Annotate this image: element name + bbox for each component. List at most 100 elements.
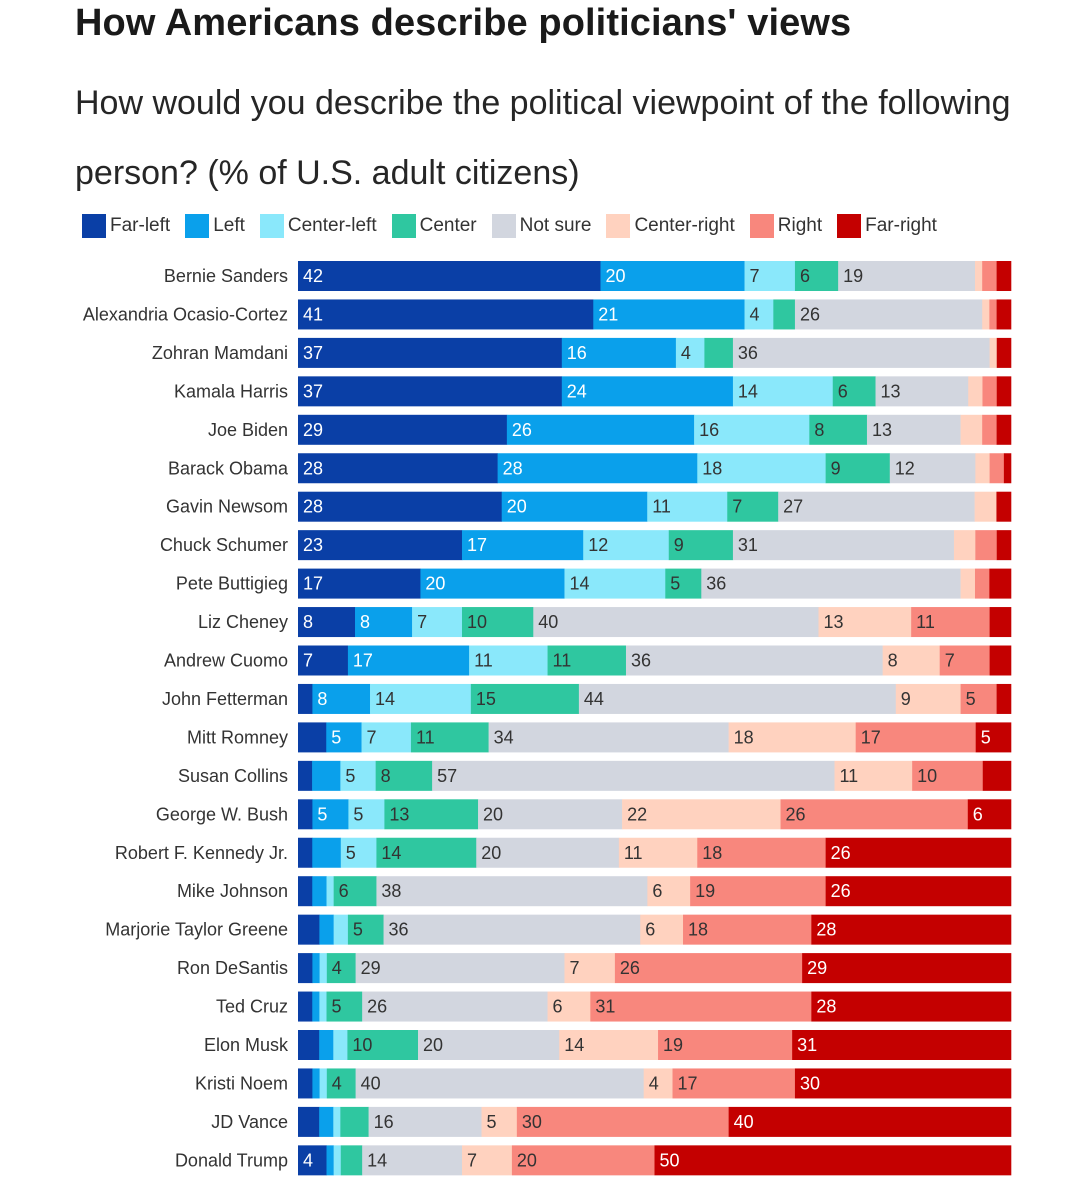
bar-segment	[561, 337, 677, 368]
bar-segment	[875, 376, 969, 407]
data-label: 18	[702, 458, 722, 478]
bar-segment	[333, 876, 377, 907]
bar-segment	[895, 683, 961, 714]
data-label: 8	[360, 612, 370, 632]
data-label: 24	[567, 381, 587, 401]
data-label: 26	[831, 843, 851, 863]
data-label: 20	[605, 266, 625, 286]
category-label: Pete Buttigieg	[176, 574, 288, 594]
data-label: 26	[512, 420, 532, 440]
category-label: Joe Biden	[208, 420, 288, 440]
bar-segment	[432, 760, 835, 791]
bar-segment	[547, 991, 591, 1022]
legend-swatch	[749, 214, 774, 238]
bar-segment	[697, 837, 826, 868]
data-label: 17	[678, 1073, 698, 1093]
data-label: 31	[595, 997, 615, 1017]
data-label: 13	[389, 804, 409, 824]
bar-segment	[665, 568, 702, 599]
data-label: 4	[303, 1150, 313, 1170]
legend-item-right: Right	[749, 214, 822, 238]
bar-segment	[298, 799, 313, 830]
category-label: John Fetterman	[162, 689, 288, 709]
bar-segment	[975, 722, 1012, 753]
bar-segment	[727, 491, 779, 522]
bar-segment	[298, 722, 327, 753]
bar-segment	[996, 414, 1012, 445]
data-label: 4	[332, 958, 342, 978]
bar-segment	[347, 1030, 419, 1060]
data-label: 28	[816, 920, 836, 940]
bar-segment	[802, 953, 1012, 984]
bar-segment	[319, 991, 327, 1022]
bar-segment	[384, 799, 479, 830]
bar-segment	[376, 876, 648, 907]
data-label: 14	[564, 1035, 584, 1055]
data-label: 11	[416, 727, 435, 747]
bar-segment	[939, 645, 990, 676]
data-label: 29	[361, 958, 381, 978]
bar-segment	[412, 607, 463, 638]
bar-segment	[298, 568, 421, 599]
bar-segment	[340, 760, 376, 791]
bar-segment	[825, 876, 1012, 907]
bar-segment	[375, 760, 433, 791]
data-label: 13	[881, 381, 901, 401]
bar-segment	[960, 414, 983, 445]
data-label: 30	[800, 1073, 820, 1093]
bar-segment	[960, 568, 976, 599]
data-label: 14	[375, 689, 395, 709]
data-label: 8	[303, 612, 313, 632]
bar-segment	[497, 453, 698, 484]
bar-segment	[780, 799, 969, 830]
bar-segment	[481, 1106, 518, 1137]
bar-segment	[614, 953, 803, 984]
bar-segment	[996, 261, 1012, 291]
bar-segment	[989, 299, 997, 330]
bar-segment	[834, 760, 913, 791]
bar-segment	[912, 760, 984, 791]
chart-title: How Americans describe politicians' view…	[75, 2, 852, 44]
bar-segment	[516, 1106, 729, 1137]
data-label: 20	[425, 574, 445, 594]
bar-segment	[697, 453, 826, 484]
bar-segment	[811, 991, 1012, 1022]
data-label: 26	[367, 997, 387, 1017]
data-label: 7	[945, 651, 955, 671]
data-label: 44	[584, 689, 604, 709]
category-label: Liz Cheney	[198, 612, 288, 632]
bar-segment	[794, 299, 983, 330]
data-label: 10	[917, 766, 937, 786]
legend-swatch	[185, 214, 210, 238]
data-label: 23	[303, 535, 323, 555]
bar-segment	[298, 491, 503, 522]
bar-segment	[989, 607, 1012, 638]
bar-segment	[312, 1068, 320, 1099]
data-label: 9	[831, 458, 841, 478]
bar-segment	[319, 914, 334, 945]
data-label: 28	[303, 458, 323, 478]
bar-segment	[778, 491, 975, 522]
data-label: 17	[467, 535, 487, 555]
legend-swatch	[259, 214, 284, 238]
data-label: 40	[361, 1073, 381, 1093]
bar-segment	[312, 837, 342, 868]
data-label: 19	[663, 1035, 683, 1055]
category-label: Mitt Romney	[187, 727, 288, 747]
bar-segment	[420, 568, 565, 599]
bar-segment	[533, 607, 819, 638]
category-label: Robert F. Kennedy Jr.	[115, 843, 288, 863]
bar-segment	[982, 261, 997, 291]
bar-segment	[683, 914, 812, 945]
data-label: 19	[843, 266, 863, 286]
bar-segment	[488, 722, 729, 753]
bar-segment	[368, 1106, 482, 1137]
bar-segment	[989, 568, 1012, 599]
legend: Far-left Left Center-left Center Not sure Cen…	[82, 214, 952, 238]
data-label: 6	[838, 381, 848, 401]
bar-segment	[672, 1068, 796, 1099]
bar-segment	[654, 1145, 1012, 1176]
bar-segment	[989, 337, 998, 368]
data-label: 5	[332, 997, 342, 1017]
bar-segment	[773, 299, 796, 330]
